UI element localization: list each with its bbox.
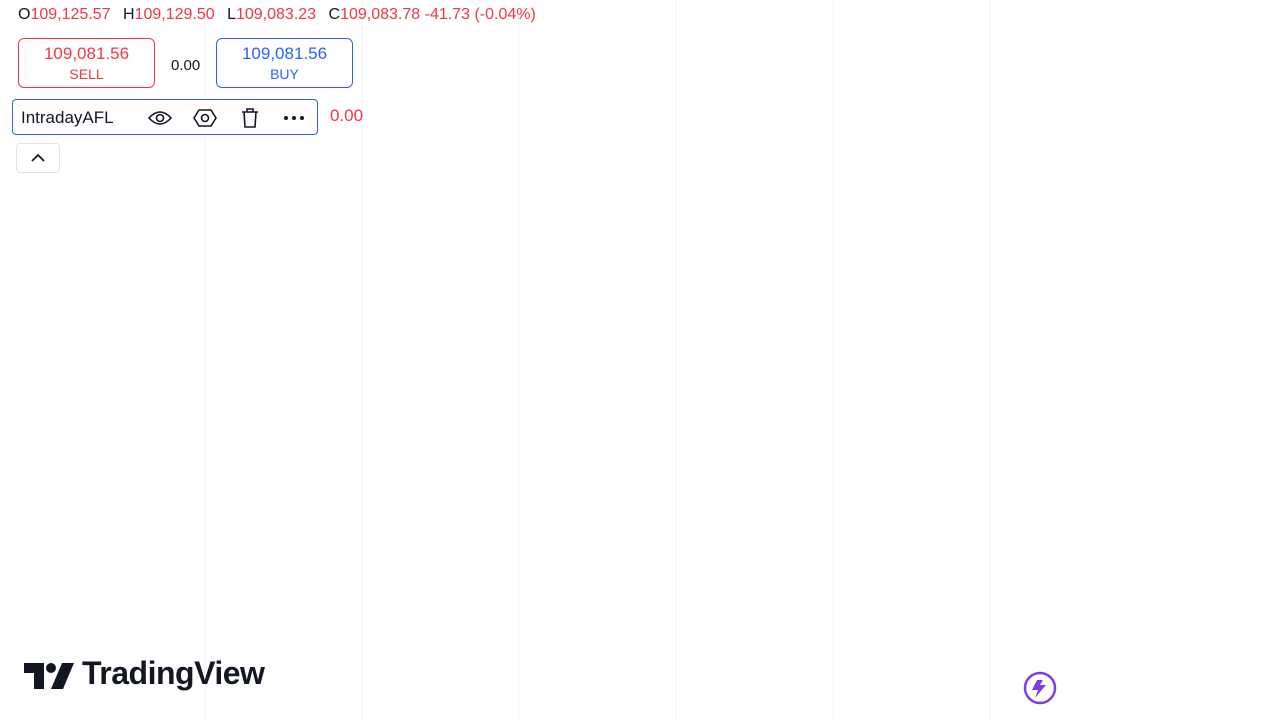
- ohlc-header: O109,125.57 H109,129.50 L109,083.23 C109…: [18, 6, 536, 24]
- settings-icon[interactable]: [193, 109, 217, 127]
- buy-price: 109,081.56: [241, 44, 328, 63]
- sell-label: SELL: [69, 66, 104, 82]
- ohlc-key: L: [227, 6, 236, 23]
- delete-icon[interactable]: [242, 108, 258, 128]
- more-icon[interactable]: [284, 116, 304, 120]
- spread: 0.00: [171, 57, 201, 74]
- ohlc-value: 109,083.23: [235, 6, 317, 23]
- ohlc-key: O: [18, 6, 31, 23]
- indicator-icons: [147, 108, 304, 128]
- eye-icon[interactable]: [147, 111, 173, 125]
- indicator-legend[interactable]: IntradayAFL: [12, 99, 318, 135]
- buy-label: BUY: [270, 66, 299, 82]
- change-pct: (-0.04%): [474, 6, 536, 23]
- sell-button[interactable]: 109,081.56 SELL: [18, 38, 155, 88]
- chevron-icon: [31, 153, 45, 162]
- ohlc-value: 109,129.50: [134, 6, 215, 23]
- ohlc-value: 109,125.57: [30, 6, 111, 23]
- assistant-icon[interactable]: [1023, 671, 1057, 705]
- indicator-name: IntradayAFL: [21, 108, 114, 127]
- logo-mark: [24, 663, 74, 689]
- logo: TradingView: [24, 655, 265, 692]
- indicator-value: 0.00: [330, 106, 364, 125]
- logo-text: TradingView: [82, 655, 265, 691]
- collapse-button[interactable]: [16, 143, 60, 173]
- vertical-grid: [204, 0, 991, 720]
- buy-button[interactable]: 109,081.56 BUY: [216, 38, 353, 88]
- ohlc-key: C: [328, 6, 341, 23]
- ohlc-key: H: [122, 6, 135, 23]
- ohlc-value: 109,083.78: [340, 6, 421, 23]
- sell-price: 109,081.56: [43, 44, 130, 63]
- change: -41.73: [424, 6, 470, 23]
